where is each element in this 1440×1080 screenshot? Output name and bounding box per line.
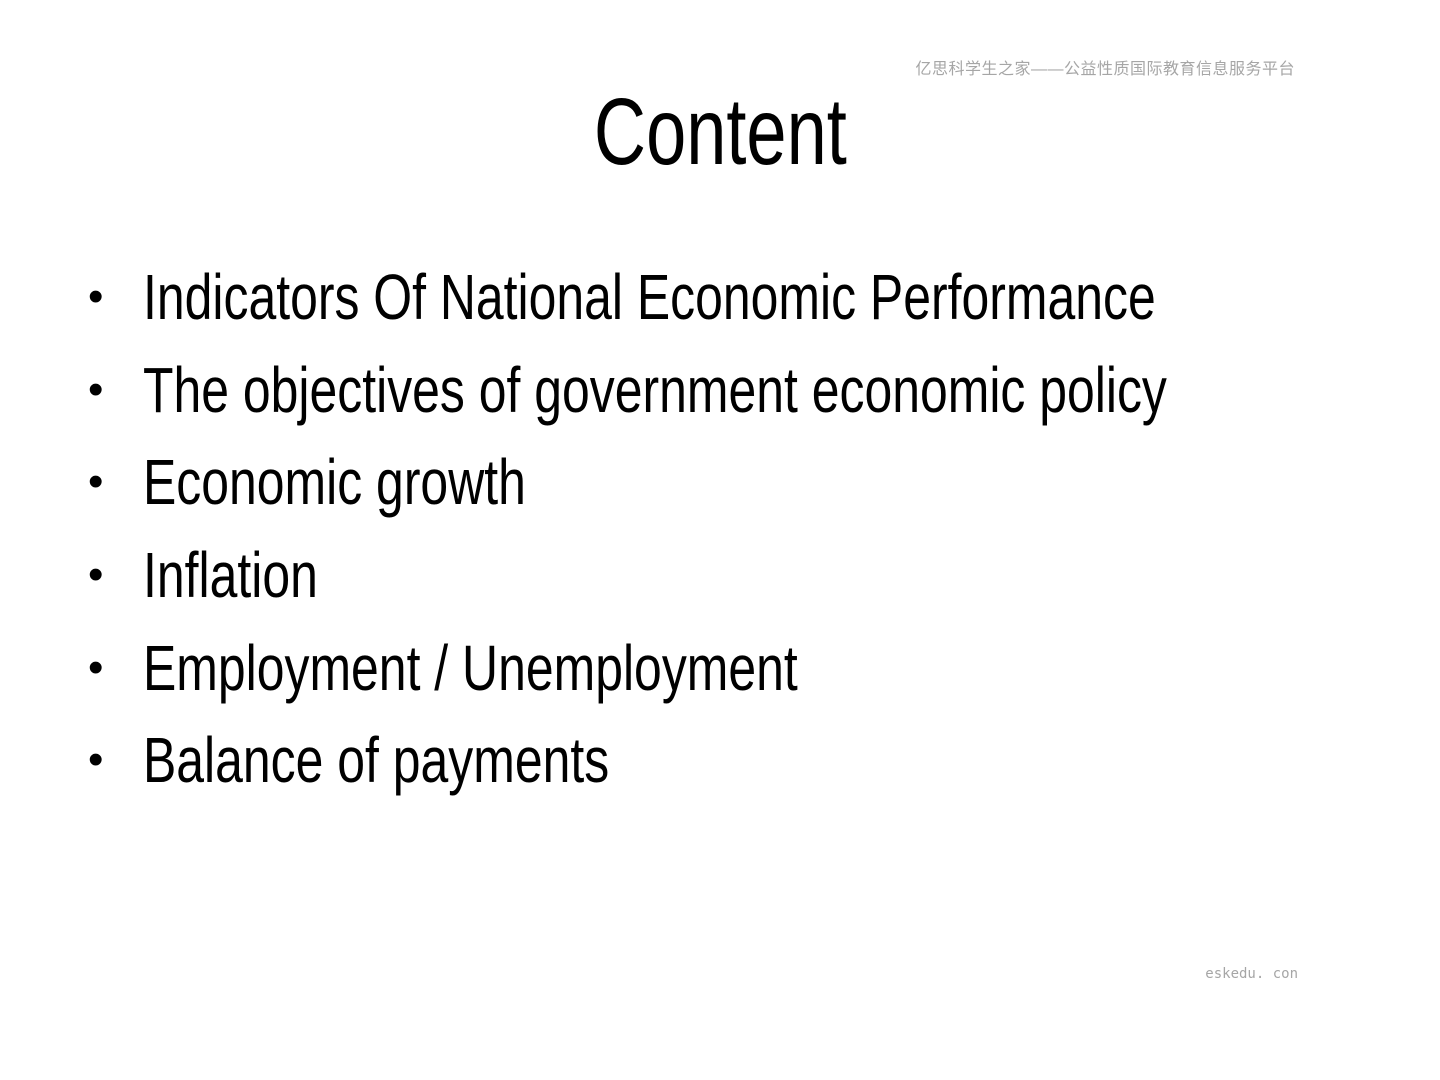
bullet-text: Balance of payments [143, 724, 610, 797]
bullet-text: Inflation [143, 539, 318, 612]
list-item: • The objectives of government economic … [88, 344, 1380, 437]
bullet-icon: • [88, 550, 104, 600]
list-item: • Employment / Unemployment [88, 621, 1380, 714]
title-container: Content [0, 80, 1440, 185]
bullet-icon: • [88, 735, 104, 785]
footer-site-label: eskedu. con [1205, 966, 1298, 982]
watermark-text: 亿思科学生之家——公益性质国际教育信息服务平台 [915, 61, 1295, 78]
bullet-icon: • [88, 642, 104, 692]
bullet-icon: • [88, 364, 104, 414]
bullet-list: • Indicators Of National Economic Perfor… [88, 251, 1380, 807]
list-item: • Economic growth [88, 436, 1380, 529]
list-item: • Balance of payments [88, 714, 1380, 807]
bullet-text: Indicators Of National Economic Performa… [143, 261, 1156, 334]
list-item: • Indicators Of National Economic Perfor… [88, 251, 1380, 344]
list-item: • Inflation [88, 529, 1380, 622]
bullet-text: The objectives of government economic po… [143, 353, 1167, 426]
bullet-text: Employment / Unemployment [143, 631, 798, 704]
slide-title: Content [593, 79, 847, 185]
bullet-text: Economic growth [143, 446, 526, 519]
bullet-icon: • [88, 457, 104, 507]
bullet-icon: • [88, 272, 104, 322]
